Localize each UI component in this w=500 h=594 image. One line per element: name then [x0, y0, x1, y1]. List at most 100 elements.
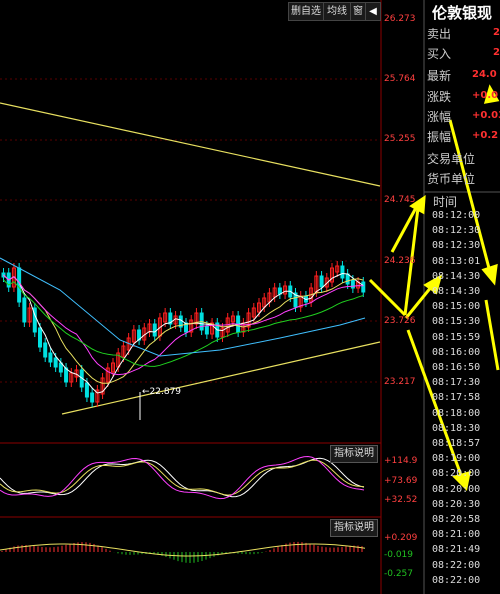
trade-unit-label: 交易单位 [427, 152, 476, 166]
ind1-level-2: +73.69 [384, 476, 418, 486]
indicator-2-bars [0, 541, 366, 563]
indicator-1-explain-button[interactable]: 指标说明 [330, 445, 378, 463]
lower-trendline [61, 341, 381, 415]
ind1-level-1: +114.9 [384, 456, 418, 466]
sell-label: 卖出 [427, 27, 452, 41]
buy-label: 买入 [427, 47, 452, 61]
tick-time: 08:15:30 [432, 316, 481, 328]
candle-body [152, 323, 157, 337]
candle-body [345, 273, 350, 285]
tick-time: 08:16:00 [432, 346, 481, 358]
candle-body [257, 302, 261, 313]
candle-body [283, 285, 288, 295]
candle-body [189, 319, 194, 333]
change-pct-label: 涨幅 [427, 110, 452, 124]
candle-body [230, 315, 235, 323]
candle-body [43, 342, 48, 358]
tick-time: 08:12:00 [432, 210, 481, 221]
ma-yellow [3, 274, 364, 384]
axis-label-5: 24.236 [384, 256, 416, 266]
candle-body [246, 312, 251, 328]
window-button[interactable]: 窗 [350, 2, 366, 21]
axis-label-4: 24.745 [384, 195, 416, 205]
candle-body [111, 362, 115, 373]
tick-time: 08:15:00 [432, 301, 481, 313]
indicator-2-explain-button[interactable]: 指标说明 [330, 519, 378, 537]
candle-body [330, 267, 334, 283]
ind1-white [0, 457, 365, 498]
candle-body [220, 327, 225, 338]
axis-label-7: 23.217 [384, 377, 416, 387]
candle-body [163, 312, 168, 323]
remove-self-select-button[interactable]: 删自选 [288, 2, 324, 21]
axis-label-3: 25.255 [384, 134, 416, 144]
tick-time: 08:22:00 [432, 559, 481, 571]
low-price-label: ←22.879 [142, 387, 182, 397]
tick-time: 08:21:00 [432, 529, 481, 541]
tick-time: 08:18:57 [432, 438, 481, 449]
ind1-level-3: +32.52 [384, 495, 418, 505]
tick-time: 08:16:50 [432, 362, 481, 373]
candle-body [22, 297, 27, 323]
ind2-level-2: -0.019 [384, 550, 414, 560]
candle-body [194, 312, 199, 325]
candle-body [319, 275, 324, 288]
candle-body [32, 307, 37, 333]
ma-green [3, 279, 364, 367]
tick-time: 08:20:00 [432, 483, 481, 495]
moving-average-button[interactable]: 均线 [323, 2, 351, 21]
grid [0, 78, 381, 383]
candle-body [168, 312, 173, 325]
tick-time: 08:21:49 [432, 544, 481, 556]
axis-label-1: 26.273 [384, 14, 416, 24]
latest-value: 24.0 [472, 69, 497, 80]
tick-time: 08:14:30 [432, 270, 481, 282]
ma-white [3, 272, 364, 394]
ind2-level-1: +0.209 [384, 533, 418, 543]
candle-body [293, 292, 298, 308]
change-pct-value: +0.03 [472, 110, 500, 121]
tick-time: 08:18:30 [432, 422, 481, 434]
candle-body [340, 265, 345, 279]
change-label: 涨跌 [427, 90, 452, 104]
back-arrow-icon[interactable]: ◀ [365, 2, 381, 21]
upper-trendline [0, 102, 381, 187]
candle-body [361, 281, 366, 293]
tick-time: 08:20:30 [432, 498, 481, 510]
candle-body [204, 325, 209, 335]
ind2-level-3: -0.257 [384, 569, 414, 579]
candle-body [84, 382, 89, 398]
axis-label-6: 23.726 [384, 316, 416, 326]
ma-magenta [3, 274, 364, 376]
candle-body [350, 279, 355, 289]
tick-time: 08:17:58 [432, 392, 481, 404]
ma-blue [0, 257, 366, 357]
tick-time: 08:20:58 [432, 514, 481, 525]
tick-time: 08:15:59 [432, 331, 481, 343]
axis-label-2: 25.764 [384, 74, 416, 84]
amplitude-value: +0.2 [472, 130, 499, 141]
tick-time: 08:20:00 [432, 468, 481, 480]
currency-unit-label: 货币单位 [427, 172, 476, 186]
tick-time: 08:13:01 [432, 255, 481, 267]
latest-label: 最新 [427, 69, 452, 83]
moving-averages [0, 257, 366, 394]
time-header: 时间 [433, 195, 458, 209]
macd-line [0, 543, 366, 557]
candle-body [335, 265, 340, 273]
ind1-yellow [0, 459, 365, 496]
candle-body [121, 345, 126, 358]
candle-body [131, 329, 136, 343]
tick-time: 08:17:30 [432, 377, 481, 389]
sell-value: 2 [493, 27, 500, 38]
candle-body [27, 307, 32, 323]
tick-time: 08:18:00 [432, 407, 481, 419]
tick-time: 08:14:30 [432, 286, 481, 297]
candle-body [184, 322, 188, 333]
tick-time: 08:19:00 [432, 453, 481, 465]
candle-body [210, 322, 215, 335]
tick-time: 08:12:30 [432, 225, 481, 237]
instrument-title: 伦敦银现 [432, 4, 493, 22]
